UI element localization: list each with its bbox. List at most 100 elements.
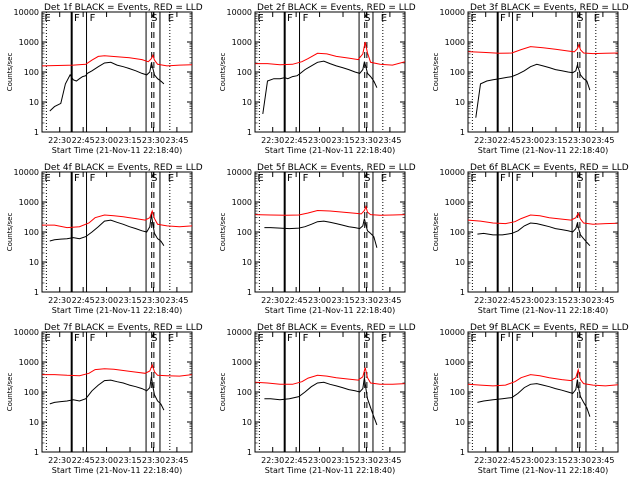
marker-label: F (90, 13, 96, 24)
y-tick-label: 10000 (14, 328, 39, 337)
series-events-line (477, 379, 591, 417)
y-tick-label: 10 (455, 418, 465, 427)
x-tick-label: 22:45 (72, 456, 95, 465)
marker-label: E (44, 333, 50, 344)
marker-label: F (516, 173, 522, 184)
x-tick-label: 23:30 (568, 296, 591, 305)
x-tick-label: 23:45 (591, 136, 614, 145)
y-tick-label: 100 (237, 68, 252, 77)
y-tick-label: 10 (455, 98, 465, 107)
y-tick-label: 1 (247, 448, 252, 457)
y-axis-label: Counts/sec (6, 373, 14, 412)
panel-title: Det 4f BLACK = Events, RED = LLD (44, 163, 203, 173)
x-tick-label: 23:45 (378, 296, 401, 305)
y-tick-label: 1 (34, 448, 39, 457)
series-events-line (264, 218, 378, 248)
x-tick-label: 22:30 (261, 296, 284, 305)
y-tick-label: 10000 (440, 168, 465, 177)
marker-label: E (594, 13, 600, 24)
series-events-line (49, 214, 165, 246)
x-tick-label: 23:45 (165, 136, 188, 145)
x-tick-label: 23:15 (544, 296, 567, 305)
y-tick-label: 1000 (19, 198, 39, 207)
y-axis-label: Counts/sec (432, 373, 440, 412)
x-axis-label: Start Time (21-Nov-11 22:18:40) (52, 146, 182, 155)
y-tick-label: 1 (34, 128, 39, 137)
series-lld-line (255, 367, 405, 385)
marker-label: E (470, 13, 476, 24)
x-tick-label: 23:30 (568, 136, 591, 145)
marker-label: F (516, 13, 522, 24)
y-tick-label: 10000 (440, 328, 465, 337)
y-tick-label: 1000 (232, 358, 252, 367)
series-lld-line (468, 212, 618, 225)
x-tick-label: 23:30 (568, 456, 591, 465)
marker-label: E (44, 13, 50, 24)
series-events-line (477, 222, 591, 247)
x-axis-label: Start Time (21-Nov-11 22:18:40) (478, 306, 608, 315)
marker-label: F (500, 173, 506, 184)
marker-label: F (74, 13, 80, 24)
x-tick-label: 23:15 (544, 456, 567, 465)
x-tick-label: 23:00 (521, 456, 544, 465)
x-tick-label: 22:45 (285, 136, 308, 145)
y-tick-label: 1 (460, 288, 465, 297)
x-tick-label: 23:15 (544, 136, 567, 145)
marker-label: F (74, 333, 80, 344)
x-tick-label: 23:00 (308, 296, 331, 305)
y-tick-label: 100 (24, 228, 39, 237)
series-events-line (49, 376, 165, 411)
y-tick-label: 10 (29, 258, 39, 267)
x-tick-label: 23:00 (95, 136, 118, 145)
x-tick-label: 22:30 (261, 136, 284, 145)
marker-label: E (257, 13, 263, 24)
y-tick-label: 100 (450, 68, 465, 77)
x-tick-label: 23:00 (95, 456, 118, 465)
x-axis-label: Start Time (21-Nov-11 22:18:40) (265, 306, 395, 315)
x-tick-label: 22:45 (285, 456, 308, 465)
marker-label: E (470, 333, 476, 344)
marker-label: F (74, 173, 80, 184)
x-axis-label: Start Time (21-Nov-11 22:18:40) (52, 306, 182, 315)
x-tick-label: 23:45 (378, 136, 401, 145)
x-tick-label: 22:45 (498, 456, 521, 465)
marker-label: F (500, 333, 506, 344)
y-tick-label: 1 (460, 448, 465, 457)
x-tick-label: 23:45 (165, 456, 188, 465)
marker-label: E (594, 173, 600, 184)
x-tick-label: 22:45 (285, 296, 308, 305)
series-lld-line (468, 367, 618, 387)
y-tick-label: 1 (460, 128, 465, 137)
y-tick-label: 100 (24, 68, 39, 77)
panel-title: Det 1f BLACK = Events, RED = LLD (44, 3, 203, 13)
series-lld-line (42, 209, 192, 229)
panel-title: Det 3f BLACK = Events, RED = LLD (470, 3, 629, 13)
y-tick-label: 10 (29, 418, 39, 427)
x-tick-label: 23:15 (331, 456, 354, 465)
x-axis-label: Start Time (21-Nov-11 22:18:40) (265, 466, 395, 475)
marker-label: E (168, 173, 174, 184)
series-events-line (475, 63, 591, 118)
x-tick-label: 23:30 (142, 456, 165, 465)
panel-title: Det 9f BLACK = Events, RED = LLD (470, 323, 629, 333)
marker-label: F (287, 13, 293, 24)
y-tick-label: 1000 (232, 198, 252, 207)
x-tick-label: 23:15 (331, 136, 354, 145)
x-tick-label: 23:30 (142, 296, 165, 305)
x-tick-label: 23:30 (355, 136, 378, 145)
y-tick-label: 1000 (19, 38, 39, 47)
x-tick-label: 23:45 (591, 456, 614, 465)
x-tick-label: 22:30 (474, 136, 497, 145)
y-tick-label: 10000 (227, 328, 252, 337)
y-tick-label: 100 (237, 228, 252, 237)
panel-title: Det 6f BLACK = Events, RED = LLD (470, 163, 629, 173)
